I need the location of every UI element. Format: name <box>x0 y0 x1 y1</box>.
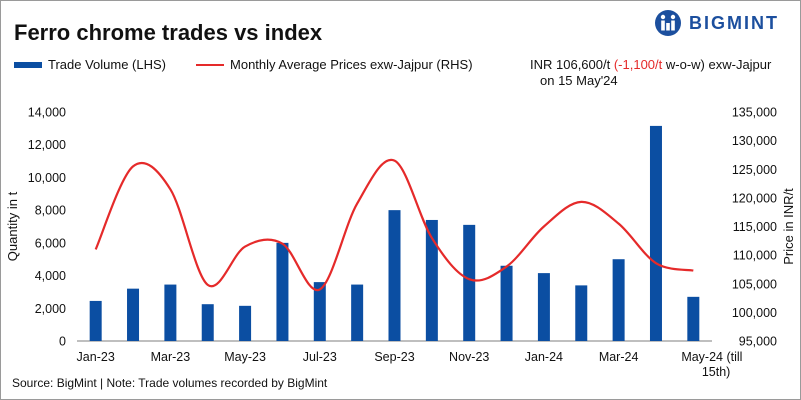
price-date: on 15 May'24 <box>540 73 618 88</box>
y-left-tick-label: 6,000 <box>35 236 66 250</box>
volume-bar <box>500 265 513 341</box>
bigmint-logo-icon <box>655 10 681 36</box>
volume-bar <box>201 304 214 341</box>
volume-bar <box>463 224 476 341</box>
chart-title: Ferro chrome trades vs index <box>14 20 323 45</box>
volume-bar <box>313 282 326 341</box>
volume-bar <box>687 296 700 341</box>
volume-bar <box>127 288 140 341</box>
x-tick-label: Nov-23 <box>449 350 489 364</box>
x-tick-label: Jan-24 <box>525 350 563 364</box>
volume-bar <box>537 273 550 341</box>
bar-series <box>89 125 700 342</box>
volume-bar <box>612 259 625 341</box>
x-tick-label: Sep-23 <box>374 350 414 364</box>
x-tick-label: May-24 (till <box>681 350 742 364</box>
volume-bar <box>89 300 102 341</box>
y-left-tick-label: 10,000 <box>28 171 66 185</box>
volume-bar <box>388 210 401 341</box>
brand-name: BIGMINT <box>689 12 779 33</box>
y-right-tick-label: 105,000 <box>732 277 777 291</box>
y-left-tick-label: 4,000 <box>35 269 66 283</box>
y-right-tick-label: 135,000 <box>732 106 777 120</box>
volume-bar <box>239 305 252 341</box>
axis-labels: 0 2,000 4,000 6,000 8,000 10,000 12,000 14,000 9… <box>5 106 796 380</box>
legend-line-label: Monthly Average Prices exw-Jajpur (RHS) <box>230 57 473 72</box>
volume-bar <box>164 284 177 341</box>
legend-bar-swatch <box>14 61 42 68</box>
x-tick-label: Mar-23 <box>151 350 191 364</box>
y-left-axis-title: Quantity in t <box>5 191 20 261</box>
volume-bar <box>276 242 289 341</box>
volume-bar <box>575 285 588 341</box>
volume-bar <box>351 284 364 341</box>
price-suffix: w-o-w) exw-Jajpur <box>665 57 772 72</box>
y-right-tick-label: 115,000 <box>733 220 777 234</box>
volume-bar <box>425 219 438 341</box>
price-change: (-1,100/t <box>613 57 663 72</box>
y-right-tick-label: 120,000 <box>732 191 777 205</box>
line-series <box>94 158 694 291</box>
y-left-tick-label: 14,000 <box>28 106 66 120</box>
legend-bar-label: Trade Volume (LHS) <box>48 57 167 72</box>
y-right-tick-label: 95,000 <box>739 335 777 349</box>
x-tick-label: May-23 <box>224 350 266 364</box>
y-left-tick-label: 2,000 <box>35 302 66 316</box>
x-tick-label: Jul-23 <box>303 350 337 364</box>
x-tick-label: 15th) <box>702 365 731 379</box>
y-right-axis-title: Price in INR/t <box>781 188 796 265</box>
x-tick-label: Jan-23 <box>77 350 115 364</box>
y-left-tick-label: 8,000 <box>35 204 66 218</box>
y-right-tick-label: 125,000 <box>732 163 777 177</box>
price-value: INR 106,600/t <box>530 57 611 72</box>
legend: Trade Volume (LHS) Monthly Average Price… <box>14 57 473 72</box>
y-left-tick-label: 0 <box>59 335 66 349</box>
y-right-tick-label: 130,000 <box>732 134 777 148</box>
source-note: Source: BigMint | Note: Trade volumes re… <box>12 376 328 390</box>
y-right-tick-label: 110,000 <box>733 249 777 263</box>
legend-line-swatch <box>196 63 225 66</box>
volume-bar <box>649 125 662 342</box>
y-left-tick-label: 12,000 <box>28 138 66 152</box>
y-right-tick-label: 100,000 <box>732 306 777 320</box>
price-line <box>94 158 694 291</box>
price-annotation: INR 106,600/t (-1,100/t w-o-w) exw-Jajpu… <box>530 57 771 89</box>
x-tick-label: Mar-24 <box>599 350 639 364</box>
brand-logo: BIGMINT <box>653 8 779 38</box>
